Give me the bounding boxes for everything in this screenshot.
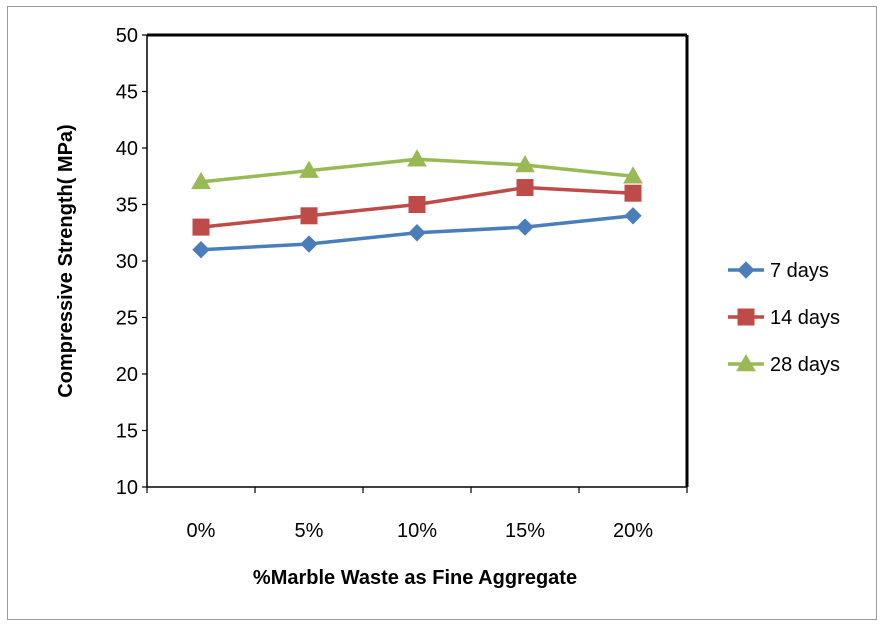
- y-tick-label: 25: [116, 308, 138, 330]
- y-tick-label: 50: [116, 25, 138, 47]
- data-point: [407, 149, 427, 167]
- data-point: [515, 154, 535, 173]
- x-axis-title: %Marble Waste as Fine Aggregate: [253, 567, 577, 589]
- legend: 7 days 14 days 28 days: [728, 260, 840, 376]
- legend-label: 7 days: [770, 260, 829, 282]
- legend-marker: [737, 308, 755, 326]
- chart-frame: [7, 6, 877, 620]
- data-point: [300, 235, 318, 253]
- data-point: [408, 224, 426, 242]
- x-tick-label: 5%: [295, 520, 324, 542]
- x-tick-label: 20%: [613, 520, 653, 542]
- data-point: [624, 184, 642, 202]
- y-tick-label: 10: [116, 477, 138, 499]
- data-point: [408, 196, 426, 213]
- data-point: [516, 218, 534, 236]
- y-axis-title: Compressive Strength( MPa): [55, 124, 77, 397]
- y-tick-label: 45: [116, 82, 138, 104]
- legend-label: 28 days: [770, 354, 840, 376]
- data-point: [516, 179, 534, 197]
- x-tick-label: 10%: [397, 520, 437, 542]
- data-point: [300, 207, 318, 225]
- x-tick-label: 15%: [505, 520, 545, 542]
- y-tick-label: 35: [116, 195, 138, 217]
- legend-marker: [736, 353, 756, 372]
- legend-label: 14 days: [770, 307, 840, 329]
- data-point: [624, 207, 642, 225]
- data-point: [191, 171, 211, 190]
- y-tick-label: 40: [116, 138, 138, 160]
- data-point: [192, 240, 210, 259]
- x-tick-label: 0%: [187, 520, 216, 542]
- y-tick-label: 20: [116, 364, 138, 386]
- data-point: [299, 160, 319, 178]
- plot-area-group: 10 15 20 25 30 35 40 45 50 0% 5% 10% 15% 20%: [116, 25, 689, 542]
- plot-area: [147, 35, 687, 487]
- data-point: [623, 166, 643, 184]
- y-tick-label: 30: [116, 251, 138, 273]
- data-point: [192, 218, 210, 236]
- y-tick-label: 15: [116, 421, 138, 443]
- legend-marker: [737, 261, 755, 279]
